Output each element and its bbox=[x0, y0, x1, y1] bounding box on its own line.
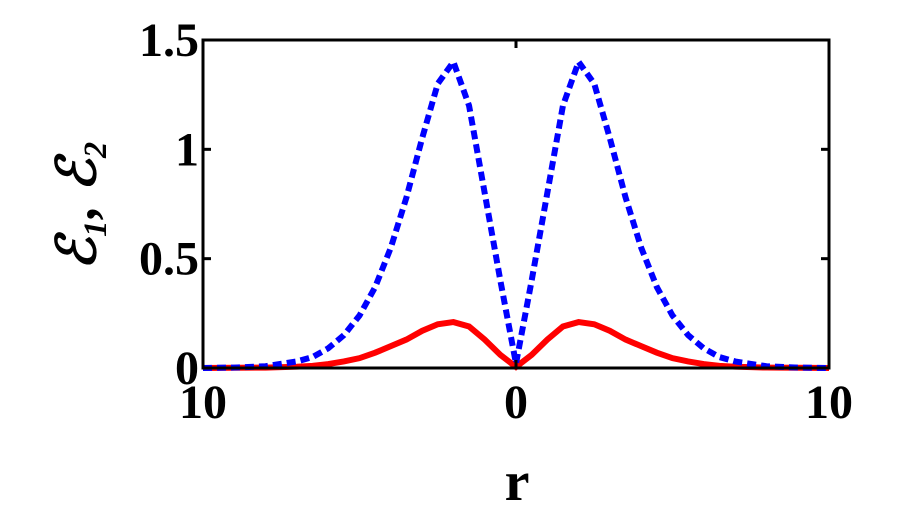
y-tick-label: 1.5 bbox=[139, 14, 199, 67]
y-axis-label: ℰ₁, ℰ₂ bbox=[47, 140, 107, 270]
x-tick-label: 10 bbox=[179, 376, 227, 429]
y-tick-label: 0.5 bbox=[139, 233, 199, 286]
x-tick-label: 0 bbox=[504, 376, 528, 429]
y-tick-label: 1 bbox=[175, 123, 199, 176]
plot-frame bbox=[201, 38, 831, 370]
data-line bbox=[202, 55, 830, 371]
x-axis-label: r bbox=[505, 451, 530, 513]
x-tick-label: 10 bbox=[805, 376, 853, 429]
y-tick-label: 0 bbox=[175, 342, 199, 395]
